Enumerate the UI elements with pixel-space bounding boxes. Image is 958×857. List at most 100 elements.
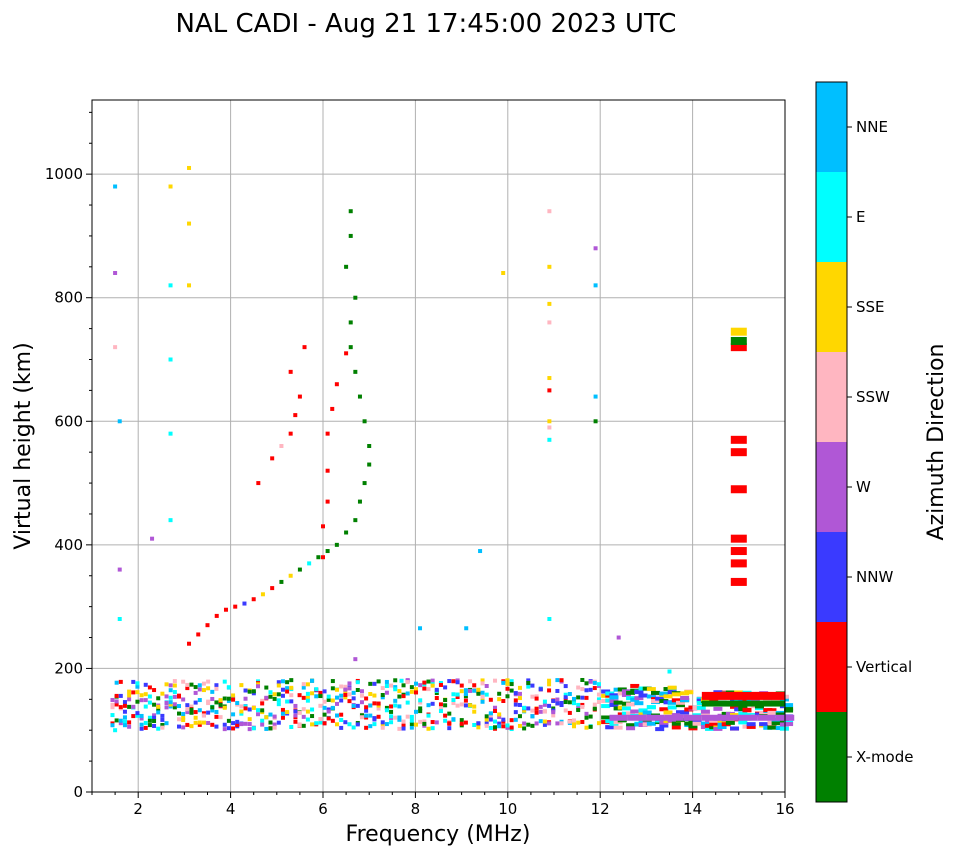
e-layer-echo [626,702,636,707]
e-layer-echo [131,690,136,695]
data-point [418,626,423,631]
e-layer-echo [476,687,481,692]
e-layer-echo [513,717,518,722]
e-layer-echo [164,682,169,687]
e-layer-echo [135,684,140,689]
e-layer-echo [642,710,652,715]
e-layer-echo [247,689,252,694]
x-tick-label: 2 [133,800,143,818]
e-layer-echo [335,687,340,692]
e-layer-echo [522,721,527,726]
e-layer-echo [222,722,227,727]
e-layer-echo [139,722,144,727]
e-layer-echo [759,722,769,727]
e-layer-echo [418,719,423,724]
e-layer-echo [651,690,661,695]
e-layer-echo [314,721,319,726]
e-layer-echo [505,686,510,691]
e-layer-echo [663,710,673,715]
data-point [547,419,552,424]
e-layer-echo [339,712,344,717]
e-layer-echo [152,723,157,728]
data-point [667,669,672,674]
e-layer-echo [351,690,356,695]
e-layer-echo [555,678,560,683]
e-layer-echo [193,720,198,725]
e-layer-echo [472,709,477,714]
e-layer-echo [272,725,277,730]
e-layer-echo [738,711,748,716]
e-layer-echo [701,700,785,707]
e-layer-echo [268,720,273,725]
e-layer-echo [343,695,348,700]
e-layer-echo [127,697,132,702]
e-layer-echo [463,688,468,693]
e-layer-echo [226,718,231,723]
e-layer-echo [609,702,619,707]
e-layer-echo [231,693,236,698]
e-layer-echo [189,704,194,709]
e-layer-echo [488,711,493,716]
e-layer-echo [168,702,173,707]
e-layer-echo [501,717,506,722]
e-layer-echo [559,721,564,726]
e-layer-echo [181,715,186,720]
e-layer-echo [422,721,427,726]
e-layer-echo [122,709,127,714]
e-layer-echo [580,719,585,724]
e-layer-echo [343,684,348,689]
e-layer-echo [185,707,190,712]
e-layer-echo [680,710,690,715]
e-layer-echo [468,679,473,684]
plot-background [92,100,785,792]
x-tick-label: 8 [411,800,421,818]
e-layer-echo [289,685,294,690]
e-layer-echo [256,708,261,713]
data-point [730,534,747,543]
e-layer-echo [655,727,665,732]
data-point [117,419,122,424]
e-layer-echo [638,693,648,698]
e-layer-echo [555,697,560,702]
e-layer-echo [447,679,452,684]
e-layer-echo [455,703,460,708]
e-layer-echo [596,697,601,702]
e-layer-echo [127,724,132,729]
e-layer-echo [289,693,294,698]
e-layer-echo [226,698,231,703]
e-layer-echo [588,679,593,684]
e-layer-echo [746,724,756,729]
e-layer-echo [397,689,402,694]
e-layer-echo [675,703,685,708]
e-layer-echo [197,687,202,692]
e-layer-echo [517,702,522,707]
e-layer-echo [185,722,190,727]
e-layer-echo [185,682,190,687]
e-layer-echo [667,705,677,710]
e-layer-echo [189,707,194,712]
data-point [214,613,219,618]
e-layer-echo [285,686,290,691]
e-layer-echo [671,692,681,697]
e-layer-echo [397,717,402,722]
x-tick-label: 4 [226,800,236,818]
e-layer-echo [576,685,581,690]
x-tick-label: 16 [775,800,794,818]
e-layer-echo [742,707,752,712]
e-layer-echo [559,700,564,705]
e-layer-echo [235,701,240,706]
data-point [348,209,353,214]
e-layer-echo [580,702,585,707]
e-layer-echo [272,692,277,697]
e-layer-echo [164,694,169,699]
e-layer-echo [368,713,373,718]
e-layer-echo [135,681,140,686]
e-layer-echo [218,715,223,720]
e-layer-echo [293,703,298,708]
e-layer-echo [110,702,115,707]
e-layer-echo [235,723,240,728]
data-point [279,444,284,448]
e-layer-echo [384,690,389,695]
e-layer-echo [418,706,423,711]
e-layer-echo [376,714,381,719]
